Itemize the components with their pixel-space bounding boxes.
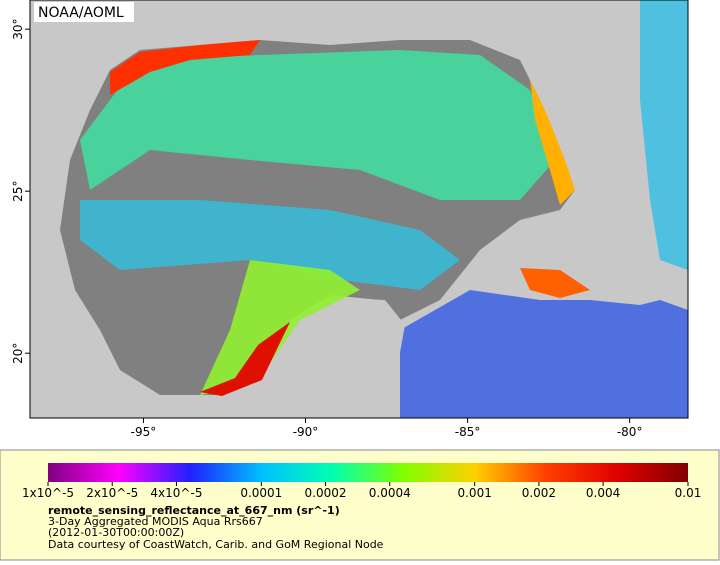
colorbar-tick-label: 0.0002 <box>305 486 347 500</box>
lon-tick-label: -90° <box>293 425 319 439</box>
colorbar-tick-label: 2x10^-5 <box>86 486 138 500</box>
credit-box <box>34 2 134 22</box>
yucatan <box>290 298 405 418</box>
lat-tick-label: 20° <box>11 343 25 364</box>
courtesy: Data courtesy of CoastWatch, Carib. and … <box>48 538 384 551</box>
coast-cuba <box>520 268 590 298</box>
colorbar-axis: 1x10^-5 2x10^-5 4x10^-5 0.0001 0.0002 0.0004 0… <box>22 482 701 500</box>
colorbar <box>48 463 688 482</box>
axes: -95° -90° -85° -80° 20° 25° 30° <box>11 19 642 439</box>
lat-tick-label: 25° <box>11 181 25 202</box>
coast-north <box>110 40 260 95</box>
campeche <box>200 260 360 395</box>
atlantic <box>640 0 688 270</box>
variable: remote_sensing_reflectance_at_667_nm (sr… <box>48 504 340 517</box>
caribbean <box>400 290 688 418</box>
time: (2012-01-30T00:00:00Z) <box>48 526 184 539</box>
colorbar-tick-label: 0.002 <box>522 486 556 500</box>
shelf-mid <box>80 200 460 290</box>
colorbar-tick-label: 0.004 <box>586 486 620 500</box>
description: 3-Day Aggregated MODIS Aqua Rrs667 <box>48 515 263 528</box>
shelf-north <box>80 50 555 200</box>
colorbar-tick-label: 4x10^-5 <box>150 486 202 500</box>
coast-campeche <box>200 322 290 396</box>
lon-tick-label: -80° <box>617 425 643 439</box>
colorbar-tick-label: 0.01 <box>675 486 702 500</box>
colorbar-tick-label: 0.001 <box>457 486 491 500</box>
coast-florida <box>530 80 575 205</box>
lon-tick-label: -95° <box>131 425 157 439</box>
lon-tick-label: -85° <box>455 425 481 439</box>
map-image <box>30 0 688 418</box>
colorbar-tick-label: 0.0004 <box>369 486 411 500</box>
colorbar-tick-label: 1x10^-5 <box>22 486 74 500</box>
colorbar-tick-label: 0.0001 <box>240 486 282 500</box>
credit: NOAA/AOML <box>38 5 124 21</box>
map-frame <box>29 0 689 419</box>
lat-tick-label: 30° <box>11 19 25 40</box>
